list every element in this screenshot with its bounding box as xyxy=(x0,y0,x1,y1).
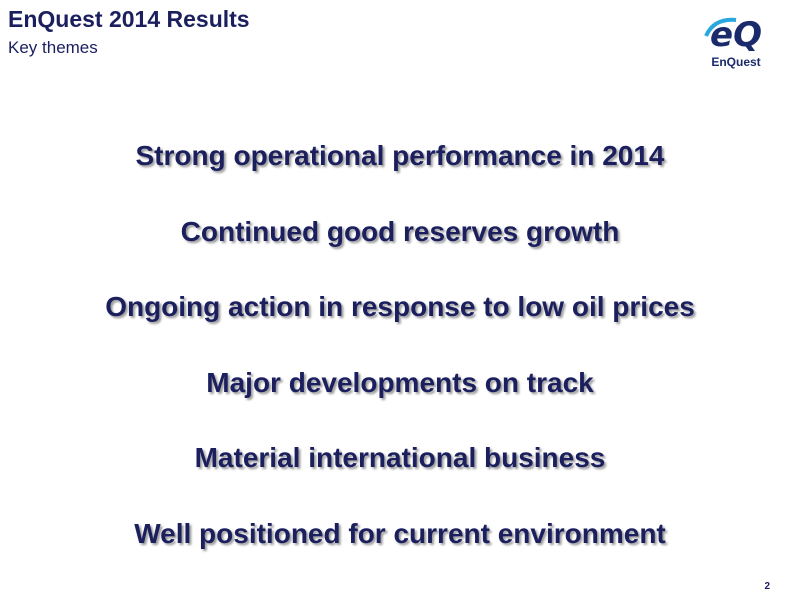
logo-text: EnQuest xyxy=(711,55,760,69)
theme-list: Strong operational performance in 2014 Co… xyxy=(0,140,800,593)
theme-item: Ongoing action in response to low oil pr… xyxy=(105,291,695,322)
page-number: 2 xyxy=(764,581,770,592)
logo: eQ EnQuest xyxy=(704,15,762,69)
slide-title: EnQuest 2014 Results xyxy=(8,6,250,32)
slide-subtitle: Key themes xyxy=(8,38,98,57)
theme-item: Well positioned for current environment xyxy=(134,517,666,549)
theme-item: Continued good reserves growth xyxy=(180,215,620,247)
theme-item: Strong operational performance in 2014 xyxy=(135,140,665,171)
theme-item: Material international business xyxy=(194,442,606,473)
theme-item: Major developments on track xyxy=(206,366,594,398)
